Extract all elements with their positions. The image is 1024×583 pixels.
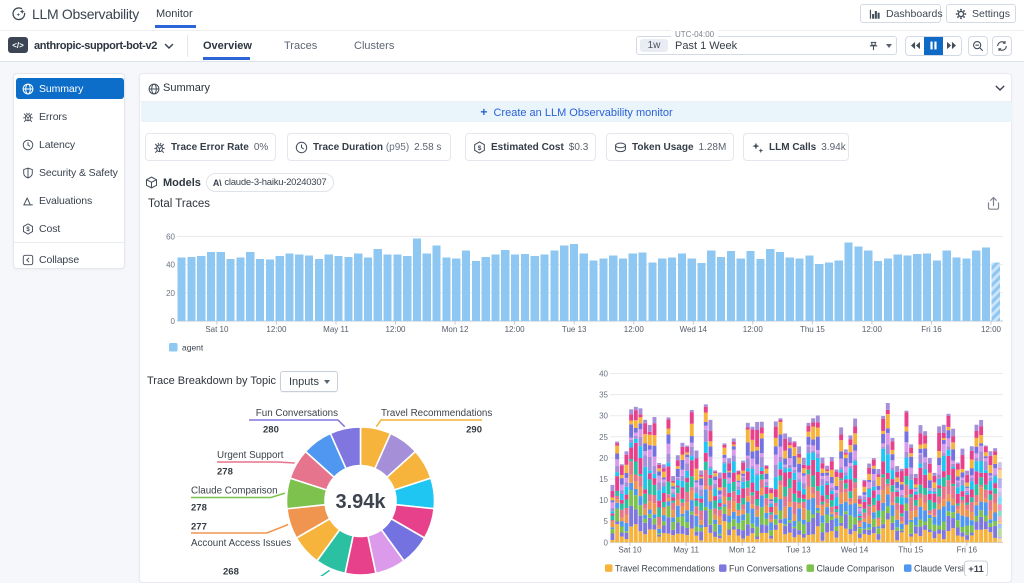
svg-text:268: 268 [223,567,239,577]
svg-text:May 11: May 11 [323,325,349,334]
svg-text:60: 60 [166,232,175,241]
svg-text:35: 35 [599,391,608,400]
svg-text:Mon 12: Mon 12 [442,325,469,334]
svg-text:12:00: 12:00 [981,325,1002,334]
svg-text:$: $ [26,227,30,233]
svg-text:Travel Recommendations: Travel Recommendations [615,564,716,574]
svg-text:Wed 14: Wed 14 [841,546,869,555]
svg-text:12:00: 12:00 [385,325,406,334]
svg-text:Thu 15: Thu 15 [898,546,923,555]
svg-text:12:00: 12:00 [266,325,287,334]
svg-text:Account Access Issues: Account Access Issues [191,538,291,549]
svg-text:12:00: 12:00 [505,325,526,334]
svg-text:15: 15 [599,475,608,484]
svg-text:30: 30 [599,412,608,421]
svg-text:290: 290 [466,425,482,436]
svg-text:agent: agent [182,343,204,353]
svg-text:Fun Conversations: Fun Conversations [256,408,338,419]
svg-text:Claude Comparison: Claude Comparison [191,486,278,497]
svg-text:278: 278 [191,503,207,514]
svg-text:Mon 12: Mon 12 [729,546,756,555]
svg-text:Fun Conversations: Fun Conversations [729,564,803,574]
svg-text:12:00: 12:00 [862,325,883,334]
svg-text:20: 20 [166,289,175,298]
svg-text:0: 0 [604,538,609,547]
svg-text:Claude Versio: Claude Versio [914,564,969,574]
svg-text:Fri 16: Fri 16 [957,546,978,555]
svg-text:5: 5 [604,517,609,526]
svg-text:3.94k: 3.94k [335,491,386,513]
svg-text:Claude Comparison: Claude Comparison [817,564,895,574]
svg-text:12:00: 12:00 [624,325,645,334]
svg-text:12:00: 12:00 [743,325,764,334]
svg-text:May 11: May 11 [673,546,699,555]
svg-text:Tue 13: Tue 13 [562,325,587,334]
svg-text:Wed 14: Wed 14 [680,325,708,334]
svg-text:Thu 15: Thu 15 [800,325,825,334]
svg-text:+11: +11 [968,564,984,575]
svg-text:40: 40 [166,261,175,270]
svg-text:Tue 13: Tue 13 [786,546,811,555]
svg-text:20: 20 [599,454,608,463]
svg-text:278: 278 [217,467,233,478]
svg-text:Travel Recommendations: Travel Recommendations [381,408,492,419]
svg-text:$: $ [478,144,482,151]
svg-text:280: 280 [263,425,279,436]
svg-text:40: 40 [599,370,608,379]
svg-text:25: 25 [599,433,608,442]
svg-text:Urgent Support: Urgent Support [217,450,284,461]
svg-text:0: 0 [171,317,176,326]
svg-text:Fri 16: Fri 16 [921,325,942,334]
svg-text:10: 10 [599,496,608,505]
svg-text:Sat 10: Sat 10 [618,546,642,555]
svg-text:277: 277 [191,522,207,533]
svg-text:Sat 10: Sat 10 [205,325,229,334]
